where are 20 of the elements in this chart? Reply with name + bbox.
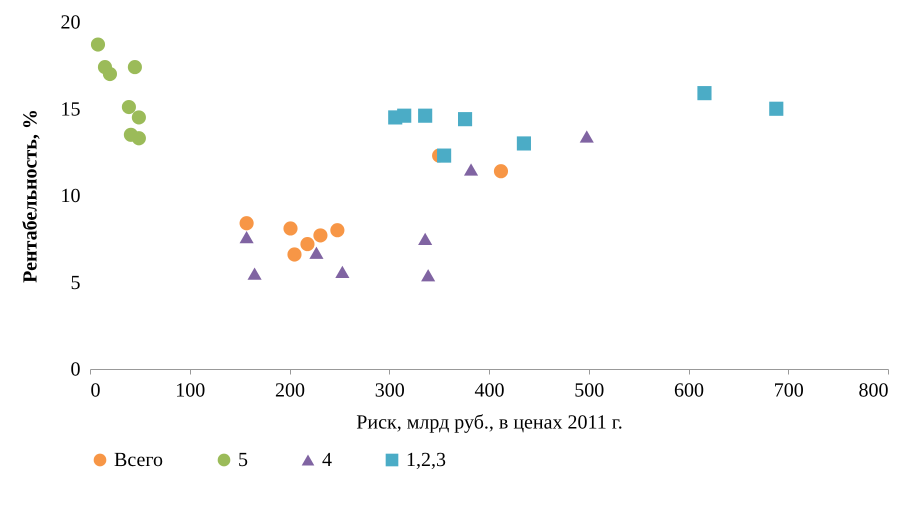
legend-label: 4 (322, 449, 332, 471)
x-tick-label: 200 (275, 380, 305, 402)
x-tick-label: 600 (674, 380, 704, 402)
y-tick-label: 15 (60, 98, 80, 120)
x-axis-title: Риск, млрд руб., в ценах 2011 г. (356, 412, 623, 434)
x-tick-label: 100 (175, 380, 206, 402)
x-tick-label: 700 (774, 380, 804, 402)
x-tick-label: 800 (858, 380, 888, 402)
legend-label: Всего (114, 449, 164, 471)
x-tick-label: 400 (474, 380, 504, 402)
x-tick-label: 0 (90, 380, 100, 402)
y-tick-label: 20 (60, 12, 80, 34)
x-tick-label: 500 (574, 380, 604, 402)
y-tick-label: 0 (70, 358, 80, 380)
y-tick-label: 5 (70, 272, 80, 294)
y-axis-title: Рентабельность, % (20, 109, 42, 283)
x-tick-label: 300 (374, 380, 405, 402)
legend-label: 1,2,3 (406, 449, 446, 471)
y-tick-label: 10 (60, 185, 80, 207)
legend-label: 5 (238, 449, 248, 471)
